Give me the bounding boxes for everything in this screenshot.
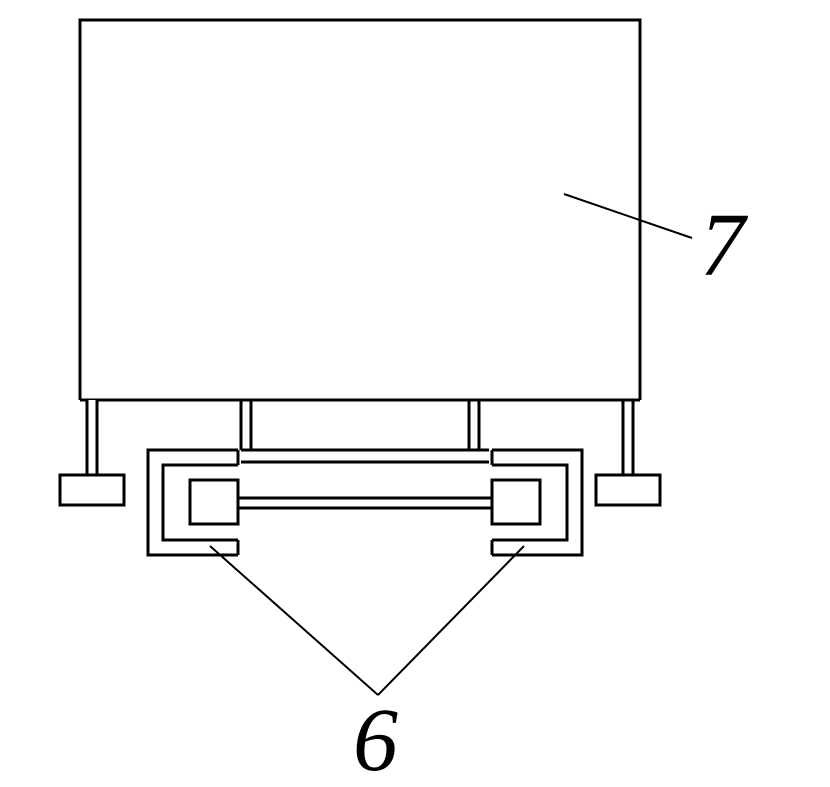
leader-6-left	[210, 546, 378, 695]
leader-7	[564, 194, 692, 238]
wheel-left	[190, 480, 238, 524]
body-outline	[80, 20, 640, 400]
label-6: 6	[353, 691, 398, 787]
wheel-right	[492, 480, 540, 524]
leader-6-right	[378, 546, 524, 695]
side-foot-left	[60, 475, 124, 505]
side-foot-right	[596, 475, 660, 505]
label-7: 7	[700, 196, 749, 295]
